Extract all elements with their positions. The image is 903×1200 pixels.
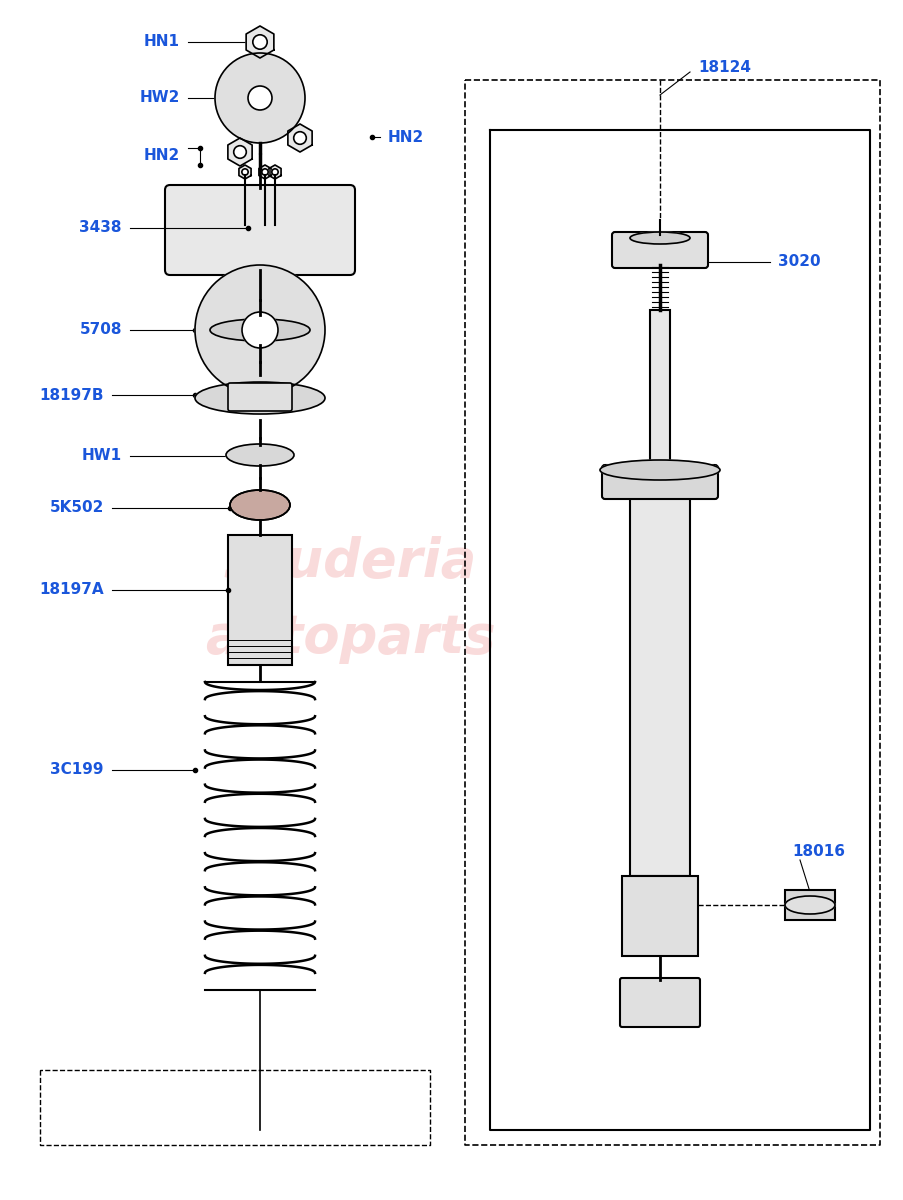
Polygon shape bbox=[228, 138, 252, 166]
Text: 18197B: 18197B bbox=[40, 388, 104, 402]
Text: HN2: HN2 bbox=[144, 148, 180, 162]
Polygon shape bbox=[258, 164, 271, 179]
Polygon shape bbox=[246, 26, 274, 58]
Bar bbox=[675, 740, 686, 790]
FancyBboxPatch shape bbox=[601, 464, 717, 499]
Bar bbox=[784, 890, 834, 920]
Bar bbox=[621, 876, 697, 956]
Bar bbox=[631, 540, 642, 590]
Bar bbox=[642, 690, 653, 740]
Bar bbox=[228, 535, 292, 665]
Circle shape bbox=[234, 145, 246, 158]
Ellipse shape bbox=[229, 490, 290, 520]
Bar bbox=[629, 496, 689, 876]
Text: 18124: 18124 bbox=[697, 60, 750, 76]
Circle shape bbox=[195, 265, 325, 395]
Ellipse shape bbox=[629, 232, 689, 244]
Bar bbox=[631, 640, 642, 690]
Text: 3C199: 3C199 bbox=[51, 762, 104, 778]
Text: scuderia
autoparts: scuderia autoparts bbox=[204, 535, 495, 665]
Bar bbox=[649, 310, 669, 470]
Polygon shape bbox=[268, 164, 281, 179]
Circle shape bbox=[262, 169, 268, 175]
Text: HW1: HW1 bbox=[82, 449, 122, 463]
Ellipse shape bbox=[195, 382, 325, 414]
Text: 18197A: 18197A bbox=[40, 582, 104, 598]
Text: HN2: HN2 bbox=[387, 130, 424, 144]
Polygon shape bbox=[238, 164, 251, 179]
Bar bbox=[653, 540, 665, 590]
Text: 5K502: 5K502 bbox=[50, 500, 104, 516]
Ellipse shape bbox=[600, 460, 719, 480]
Ellipse shape bbox=[209, 319, 310, 341]
Ellipse shape bbox=[226, 444, 293, 466]
Circle shape bbox=[247, 86, 272, 110]
FancyBboxPatch shape bbox=[165, 185, 355, 275]
Text: 3438: 3438 bbox=[79, 221, 122, 235]
Circle shape bbox=[215, 53, 304, 143]
Bar bbox=[653, 740, 665, 790]
Bar bbox=[653, 640, 665, 690]
Polygon shape bbox=[287, 124, 312, 152]
Text: HW2: HW2 bbox=[139, 90, 180, 106]
Bar bbox=[631, 740, 642, 790]
FancyBboxPatch shape bbox=[228, 383, 292, 410]
Circle shape bbox=[253, 35, 267, 49]
Circle shape bbox=[242, 312, 278, 348]
Bar bbox=[675, 540, 686, 590]
FancyBboxPatch shape bbox=[611, 232, 707, 268]
Bar bbox=[675, 640, 686, 690]
Circle shape bbox=[242, 169, 248, 175]
Bar bbox=[665, 590, 675, 640]
Circle shape bbox=[272, 169, 278, 175]
Bar bbox=[665, 690, 675, 740]
Bar bbox=[642, 590, 653, 640]
Text: 5708: 5708 bbox=[79, 323, 122, 337]
Ellipse shape bbox=[784, 896, 834, 914]
Text: 18016: 18016 bbox=[791, 845, 844, 859]
Circle shape bbox=[293, 132, 306, 144]
FancyBboxPatch shape bbox=[619, 978, 699, 1027]
Text: 3020: 3020 bbox=[777, 254, 820, 270]
Text: HN1: HN1 bbox=[144, 35, 180, 49]
